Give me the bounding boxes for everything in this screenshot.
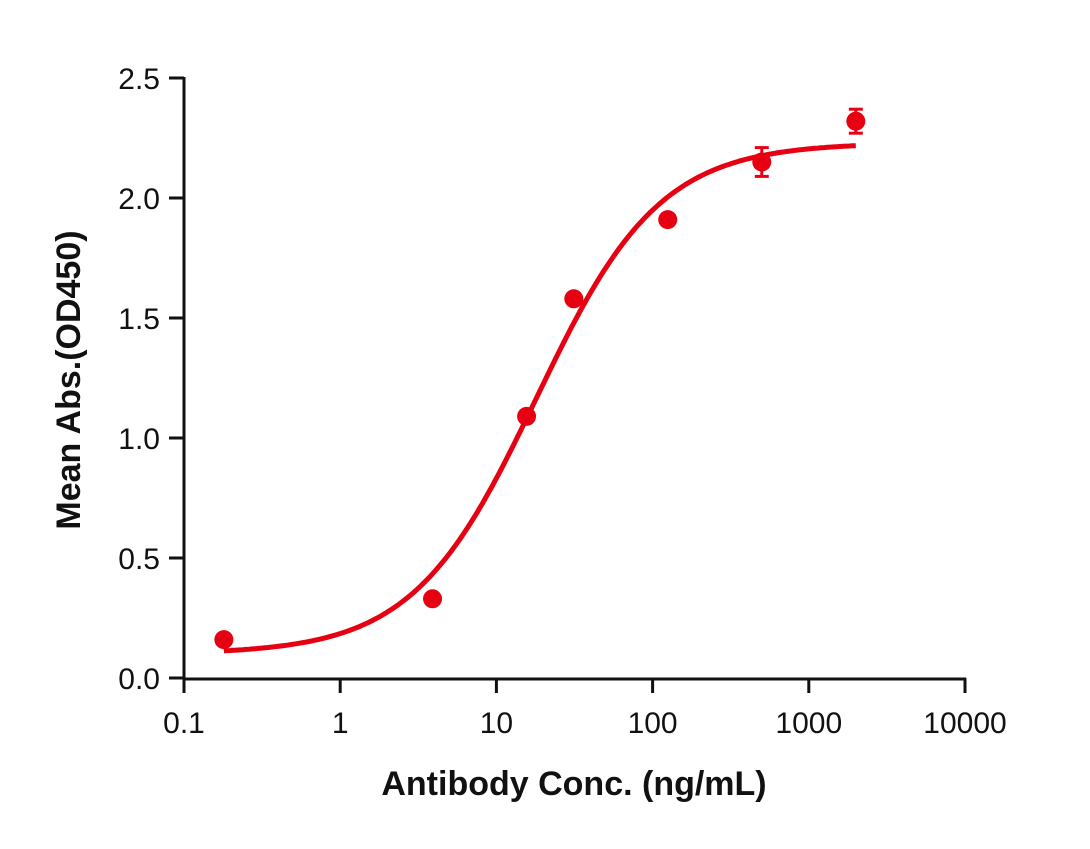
x-tick-label: 10000 (923, 707, 1006, 740)
data-point (564, 289, 584, 309)
x-tick-label: 1 (332, 707, 349, 740)
y-tick-label: 1.0 (118, 423, 160, 456)
x-tick-label: 0.1 (163, 707, 205, 740)
data-point (658, 210, 678, 230)
fit-line (223, 143, 856, 654)
y-tick-label: 1.5 (118, 303, 160, 336)
x-axis-title: Antibody Conc. (ng/mL) (381, 765, 766, 803)
y-tick-label: 2.5 (118, 63, 160, 96)
data-point (517, 406, 537, 426)
data-points (214, 107, 866, 650)
data-point (752, 152, 772, 172)
x-tick-label: 10 (480, 707, 513, 740)
x-tick-label: 1000 (775, 707, 842, 740)
axes: 0.0 0.5 1.0 1.5 2.0 2.5 0.1 1 10 100 1000 10000 (118, 63, 1006, 740)
y-tick-label: 2.0 (118, 183, 160, 216)
data-point (214, 630, 234, 650)
data-point (846, 111, 866, 131)
data-point (423, 589, 443, 609)
y-axis-title: Mean Abs.(OD450) (50, 230, 88, 529)
x-tick-label: 100 (628, 707, 678, 740)
fit-curve (223, 143, 856, 654)
y-tick-label: 0.5 (118, 543, 160, 576)
y-tick-label: 0.0 (118, 663, 160, 696)
